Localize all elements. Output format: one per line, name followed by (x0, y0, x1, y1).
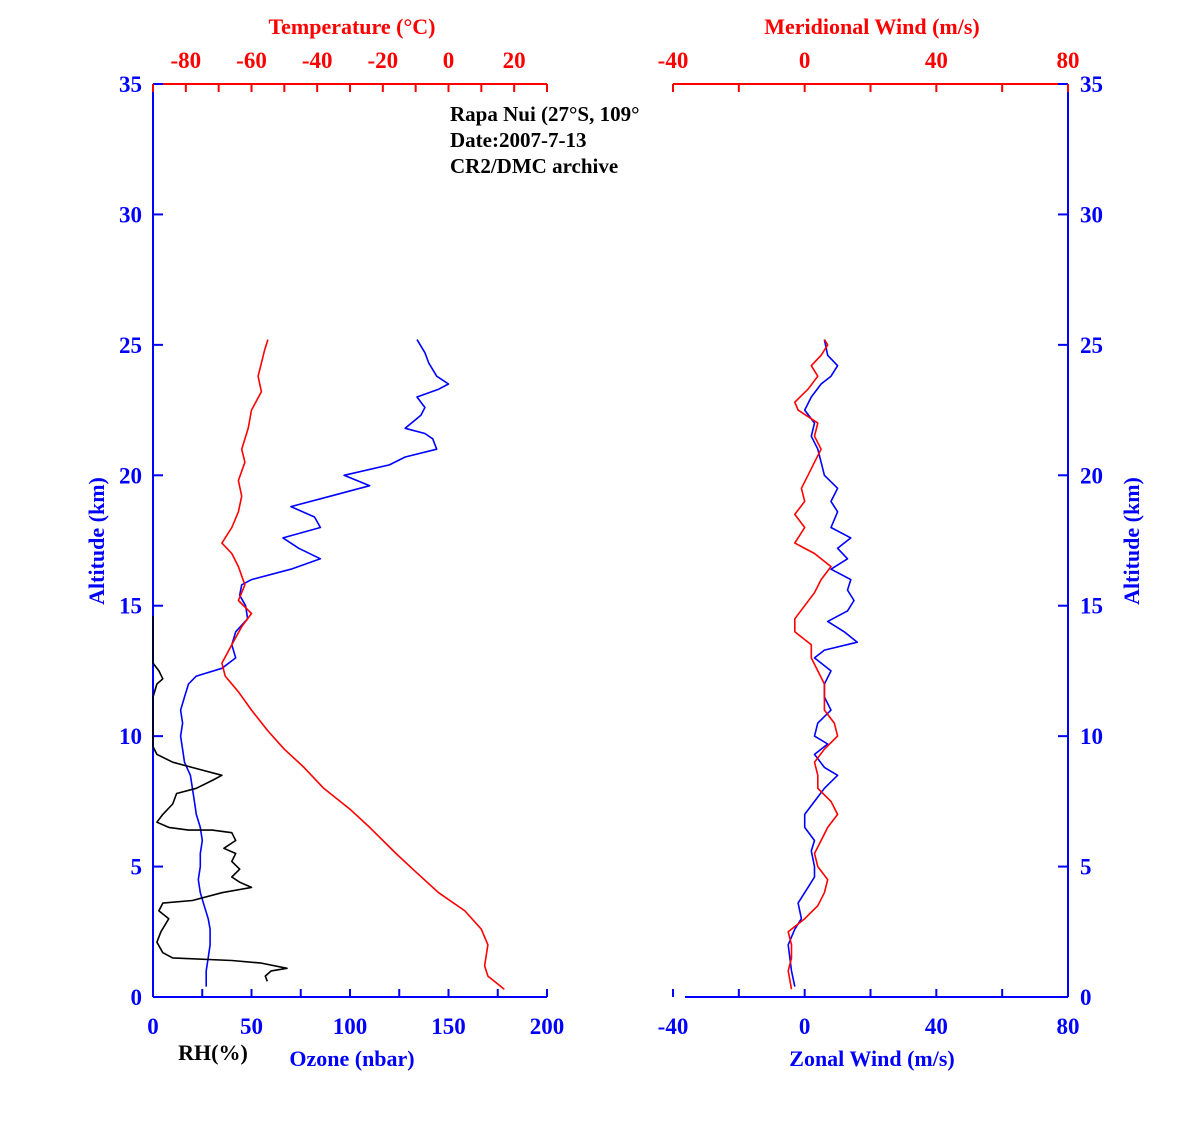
rh-line (152, 616, 288, 982)
left-altitude-axis-title: Altitude (km) (84, 477, 109, 605)
x-tick-label: 0 (147, 1014, 159, 1039)
x-tick-label: 80 (1057, 1014, 1080, 1039)
meridional-axis-title: Meridional Wind (m/s) (764, 14, 980, 39)
top-tick-label: -60 (236, 48, 267, 73)
rh-axis-title: RH(%) (178, 1040, 248, 1065)
left-panel-ozone-ticks: 0 50 100 150 200 (147, 989, 564, 1039)
archive-label: CR2/DMC archive (450, 154, 618, 178)
y-tick-label: 10 (1080, 724, 1103, 749)
top-tick-label: -40 (658, 48, 689, 73)
meridional-wind-m-s-line (787, 339, 839, 990)
x-tick-label: 40 (925, 1014, 948, 1039)
y-tick-label: 10 (119, 724, 142, 749)
y-tick-label: 20 (1080, 463, 1103, 488)
station-label: Rapa Nui (27°S, 109° (450, 102, 640, 126)
x-tick-label: 0 (799, 1014, 811, 1039)
left-panel-y-ticks: 0 5 10 15 20 25 30 35 (119, 72, 163, 1010)
top-tick-label: 80 (1057, 48, 1080, 73)
y-tick-label: 5 (131, 855, 143, 880)
y-tick-label: 15 (1080, 594, 1103, 619)
date-label: Date:2007-7-13 (450, 128, 586, 152)
y-tick-label: 0 (131, 985, 143, 1010)
x-tick-label: -40 (658, 1014, 689, 1039)
top-tick-label: 0 (443, 48, 455, 73)
y-tick-label: 15 (119, 594, 142, 619)
ozone-nbar-line (179, 339, 450, 987)
left-panel-series (152, 339, 505, 990)
top-tick-label: -20 (367, 48, 398, 73)
right-panel-series (787, 339, 859, 990)
top-tick-label: -80 (170, 48, 201, 73)
station-annotation: Rapa Nui (27°S, 109° Date:2007-7-13 CR2/… (450, 102, 640, 178)
top-tick-label: -40 (302, 48, 333, 73)
right-altitude-axis-title: Altitude (km) (1119, 477, 1144, 605)
top-tick-label: 0 (799, 48, 811, 73)
y-tick-label: 0 (1080, 985, 1092, 1010)
zonal-wind-m-s-line (787, 339, 859, 987)
right-panel-zonal-ticks: -40 0 40 80 (658, 989, 1080, 1039)
left-panel-temperature-ticks: -80 -60 -40 -20 0 20 (152, 48, 548, 92)
y-tick-label: 25 (119, 333, 142, 358)
y-tick-label: 25 (1080, 333, 1103, 358)
top-tick-label: 20 (503, 48, 526, 73)
right-panel-y-ticks: 0 5 10 15 20 25 30 35 (1058, 72, 1103, 1010)
top-tick-label: 40 (925, 48, 948, 73)
temperature-axis-title: Temperature (°C) (268, 14, 435, 39)
y-tick-label: 35 (119, 72, 142, 97)
ozone-axis-title: Ozone (nbar) (289, 1046, 414, 1071)
right-panel: 0 5 10 15 20 25 30 35 -40 0 40 80 -40 0 40 80 Meridio… (658, 14, 1144, 1071)
y-tick-label: 5 (1080, 855, 1092, 880)
zonal-axis-title: Zonal Wind (m/s) (789, 1046, 954, 1071)
y-tick-label: 20 (119, 463, 142, 488)
right-panel-meridional-ticks: -40 0 40 80 (658, 48, 1080, 92)
x-tick-label: 50 (240, 1014, 263, 1039)
temperature-c-line (221, 339, 505, 990)
y-tick-label: 30 (119, 202, 142, 227)
y-tick-label: 35 (1080, 72, 1103, 97)
x-tick-label: 100 (333, 1014, 368, 1039)
x-tick-label: 200 (530, 1014, 565, 1039)
x-tick-label: 150 (431, 1014, 466, 1039)
y-tick-label: 30 (1080, 202, 1103, 227)
